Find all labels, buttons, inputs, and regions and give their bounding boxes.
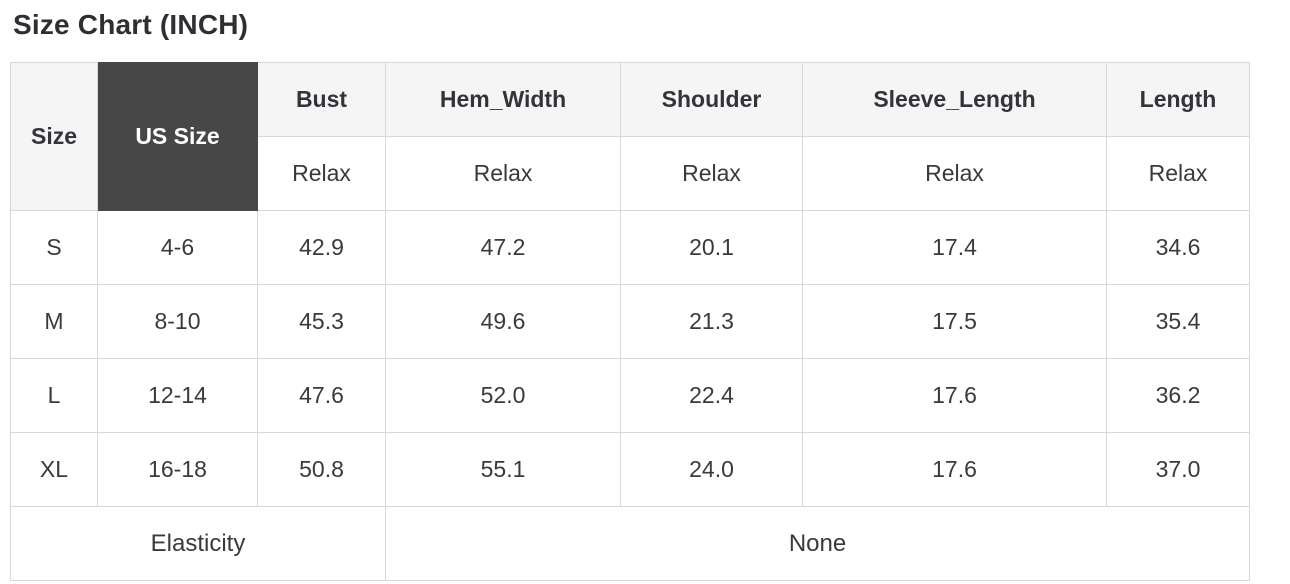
table-row-l: L 12-14 47.6 52.0 22.4 17.6 36.2	[10, 358, 1250, 433]
header-size: Size	[10, 62, 98, 211]
header-length: Length	[1106, 62, 1250, 137]
elasticity-row: Elasticity None	[10, 506, 1250, 581]
size-cell: L	[10, 358, 98, 433]
measure-cell-length: 37.0	[1106, 432, 1250, 507]
us-size-cell: 4-6	[97, 210, 258, 285]
measure-cell-bust: 47.6	[257, 358, 386, 433]
measure-cell-sleeve-length: 17.5	[802, 284, 1107, 359]
measure-cell-hem-width: 55.1	[385, 432, 621, 507]
us-size-cell: 12-14	[97, 358, 258, 433]
header-sleeve-length: Sleeve_Length	[802, 62, 1107, 137]
measure-cell-sleeve-length: 17.4	[802, 210, 1107, 285]
size-cell: S	[10, 210, 98, 285]
measure-cell-bust: 42.9	[257, 210, 386, 285]
fit-cell-bust: Relax	[257, 136, 386, 211]
fit-cell-length: Relax	[1106, 136, 1250, 211]
measure-cell-length: 35.4	[1106, 284, 1250, 359]
size-chart-table: Size US Size Bust Hem_Width Shoulder Sle…	[10, 62, 1250, 581]
header-us-size: US Size	[97, 62, 258, 211]
measure-cell-shoulder: 22.4	[620, 358, 803, 433]
measure-cell-shoulder: 20.1	[620, 210, 803, 285]
measure-cell-length: 36.2	[1106, 358, 1250, 433]
table-row-xl: XL 16-18 50.8 55.1 24.0 17.6 37.0	[10, 432, 1250, 507]
measure-cell-hem-width: 52.0	[385, 358, 621, 433]
header-row-fit: Relax Relax Relax Relax Relax	[11, 136, 1250, 211]
us-size-cell: 8-10	[97, 284, 258, 359]
header-bust: Bust	[257, 62, 386, 137]
elasticity-label: Elasticity	[10, 506, 386, 581]
header-hem-width: Hem_Width	[385, 62, 621, 137]
measure-cell-hem-width: 47.2	[385, 210, 621, 285]
fit-cell-shoulder: Relax	[620, 136, 803, 211]
measure-cell-bust: 45.3	[257, 284, 386, 359]
fit-cell-hem-width: Relax	[385, 136, 621, 211]
measure-cell-hem-width: 49.6	[385, 284, 621, 359]
size-cell: XL	[10, 432, 98, 507]
measure-cell-sleeve-length: 17.6	[802, 358, 1107, 433]
fit-cell-sleeve-length: Relax	[802, 136, 1107, 211]
table-row-m: M 8-10 45.3 49.6 21.3 17.5 35.4	[10, 284, 1250, 359]
page-title: Size Chart (INCH)	[13, 9, 249, 40]
measure-cell-bust: 50.8	[257, 432, 386, 507]
measure-cell-sleeve-length: 17.6	[802, 432, 1107, 507]
size-cell: M	[10, 284, 98, 359]
elasticity-value: None	[385, 506, 1250, 581]
measure-cell-shoulder: 21.3	[620, 284, 803, 359]
measure-cell-length: 34.6	[1106, 210, 1250, 285]
us-size-cell: 16-18	[97, 432, 258, 507]
header-row-measures: Size US Size Bust Hem_Width Shoulder Sle…	[10, 62, 1250, 211]
table-row-s: S 4-6 42.9 47.2 20.1 17.4 34.6	[10, 210, 1250, 285]
header-shoulder: Shoulder	[620, 62, 803, 137]
measure-cell-shoulder: 24.0	[620, 432, 803, 507]
